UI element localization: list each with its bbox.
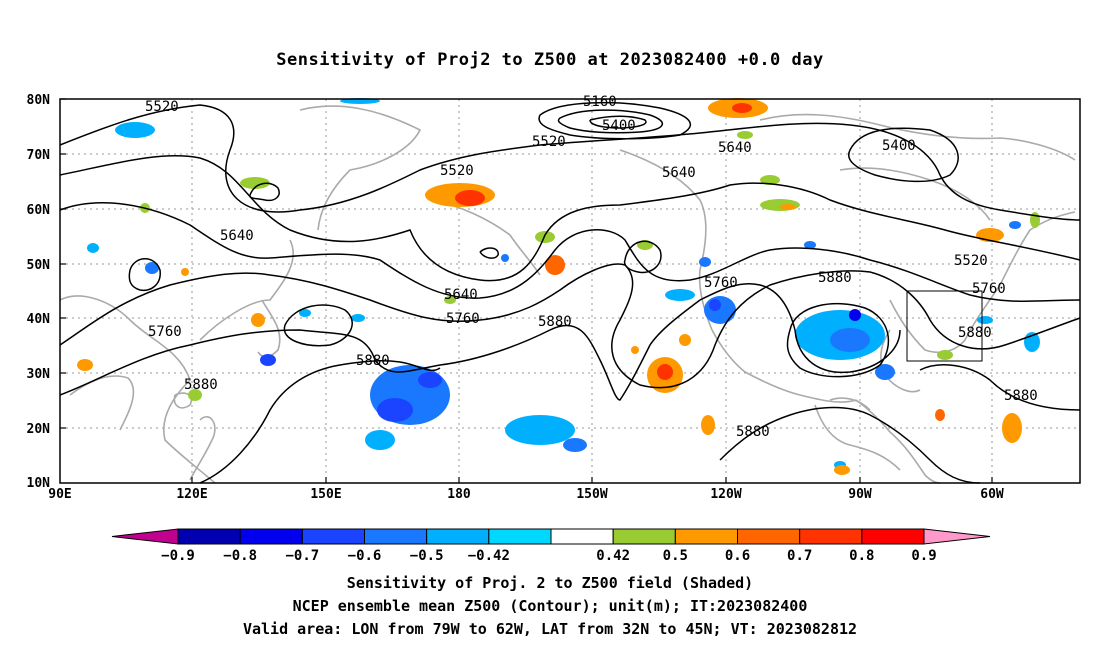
contour-label: 5760 (972, 281, 1006, 297)
contour-label: 5760 (446, 311, 480, 327)
lat-label: 70N (27, 148, 51, 163)
colorbar-swatch (612, 528, 676, 545)
lat-label: 80N (27, 93, 51, 108)
lon-label: 60W (980, 487, 1004, 502)
colorbar-label: 0.6 (725, 548, 750, 564)
contour-label: 5640 (718, 140, 752, 156)
footer-line-1: Sensitivity of Proj. 2 to Z500 field (Sh… (346, 574, 754, 592)
colorbar-swatch (426, 528, 490, 545)
contour-label: 5520 (532, 134, 566, 150)
contour-label: 5880 (184, 377, 218, 393)
map-frame (59, 98, 1081, 484)
lat-label: 40N (27, 312, 51, 327)
contour-label: 5880 (1004, 388, 1038, 404)
colorbar-left-arrow (111, 528, 179, 545)
footer-line-3: Valid area: LON from 79W to 62W, LAT fro… (242, 620, 858, 638)
lat-label: 60N (27, 203, 51, 218)
colorbar-swatch (488, 528, 552, 545)
colorbar-label: 0.9 (911, 548, 936, 564)
colorbar-label: 0.8 (849, 548, 874, 564)
contour-label: 5640 (444, 287, 478, 303)
lat-label: 50N (27, 258, 51, 273)
lat-label: 20N (27, 422, 51, 437)
colorbar-label: −0.5 (410, 548, 444, 564)
contour-label: 5520 (145, 99, 179, 115)
axis-ticks (60, 98, 993, 483)
lon-label: 90W (848, 487, 872, 502)
contour-label: 5160 (583, 94, 617, 110)
colorbar-label: 0.5 (663, 548, 688, 564)
colorbar: −0.9 −0.8 −0.7 −0.6 −0.5 −0.42 0.42 0.5 0.6 0.7 0.… (111, 528, 991, 564)
colorbar-swatch (239, 528, 303, 545)
lat-label: 10N (27, 476, 51, 491)
colorbar-swatch (674, 528, 738, 545)
contour-label: 5880 (356, 353, 390, 369)
colorbar-swatch (364, 528, 428, 545)
colorbar-right-arrow (923, 528, 991, 545)
lon-label: 120E (176, 487, 207, 502)
contour-label: 5640 (220, 228, 254, 244)
colorbar-label: 0.42 (596, 548, 630, 564)
colorbar-swatch (301, 528, 366, 545)
colorbar-label: −0.6 (348, 548, 382, 564)
footer-line-2: NCEP ensemble mean Z500 (Contour); unit(… (292, 597, 808, 615)
colorbar-label: −0.9 (161, 548, 195, 564)
lon-label: 150W (576, 487, 607, 502)
colorbar-swatch (861, 528, 925, 545)
contour-label-group: 5520 5160 5400 5520 5400 5520 5640 5640 … (145, 94, 1038, 440)
colorbar-swatch (177, 528, 241, 545)
z500-contours (59, 101, 1081, 484)
contour-label: 5400 (602, 118, 636, 134)
lon-label: 120W (710, 487, 741, 502)
figure-title: Sensitivity of Proj2 to Z500 at 20230824… (276, 50, 824, 70)
colorbar-label: −0.7 (285, 548, 319, 564)
contour-label: 5880 (736, 424, 770, 440)
colorbar-swatch (737, 528, 801, 545)
colorbar-label: −0.42 (468, 548, 510, 564)
lon-label: 90E (48, 487, 71, 502)
valid-area-box (906, 290, 983, 362)
lat-label: 30N (27, 367, 51, 382)
contour-label: 5520 (440, 163, 474, 179)
colorbar-swatch (799, 528, 863, 545)
lon-label: 150E (310, 487, 341, 502)
colorbar-swatch (550, 528, 614, 545)
contour-label: 5880 (538, 314, 572, 330)
sensitivity-shading-positive (77, 98, 1040, 475)
contour-label: 5760 (704, 275, 738, 291)
colorbar-label: 0.7 (787, 548, 812, 564)
colorbar-label: −0.8 (223, 548, 257, 564)
contour-label: 5400 (882, 138, 916, 154)
contour-label: 5640 (662, 165, 696, 181)
contour-label: 5880 (958, 325, 992, 341)
contour-label: 5520 (954, 253, 988, 269)
contour-label: 5880 (818, 270, 852, 286)
lon-label: 180 (447, 487, 471, 502)
map-panel: 5520 5160 5400 5520 5400 5520 5640 5640 … (27, 93, 1081, 502)
contour-label: 5760 (148, 324, 182, 340)
